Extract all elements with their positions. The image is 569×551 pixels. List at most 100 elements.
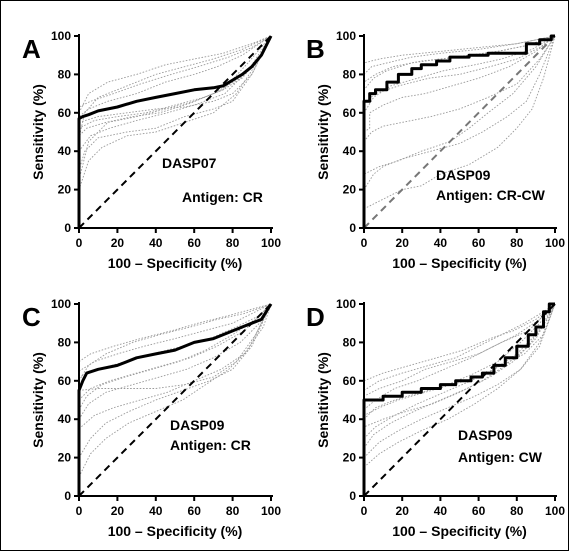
y-tick-label: 20 [343, 451, 357, 465]
y-tick-label: 40 [58, 412, 72, 426]
y-tick-label: 60 [58, 374, 72, 388]
x-axis-label: 100 – Specificity (%) [108, 255, 243, 271]
x-tick-label: 0 [361, 236, 368, 250]
x-tick-label: 0 [76, 504, 83, 518]
x-tick-label: 100 [545, 504, 565, 518]
y-tick-label: 80 [58, 67, 72, 81]
x-tick-label: 100 [261, 504, 281, 518]
x-tick-label: 0 [361, 504, 368, 518]
y-axis-label: Sensitivity (%) [315, 84, 331, 180]
roc-panel-b: 0 20 40 60 80 100 0 20 40 60 80 100 100 – Specificit… [306, 29, 565, 271]
y-tick-label: 60 [343, 374, 357, 388]
antigen-label: Antigen: CW [458, 449, 543, 465]
roc-curve-replicate [363, 35, 556, 228]
roc-curve-replicate [78, 303, 272, 496]
x-tick-label: 80 [226, 504, 240, 518]
roc-curve-replicate [78, 35, 272, 228]
roc-curve-replicate [363, 35, 556, 228]
y-tick-label: 100 [336, 297, 356, 311]
antigen-label: Antigen: CR [182, 189, 263, 205]
panel-letter: A [22, 34, 41, 64]
roc-curve-main [362, 34, 555, 228]
roc-curve-replicate [78, 303, 272, 496]
x-tick-label: 40 [434, 504, 448, 518]
y-tick-label: 0 [349, 489, 356, 503]
x-tick-label: 60 [472, 504, 486, 518]
x-tick-label: 60 [188, 504, 202, 518]
roc-curve-replicate [363, 303, 556, 496]
panel-letter: B [306, 34, 325, 64]
y-tick-label: 80 [343, 67, 357, 81]
roc-curve-replicate [78, 303, 272, 496]
roc-panel-c: 0 20 40 60 80 100 0 20 40 60 80 100 100 – Specificit… [22, 297, 281, 539]
x-tick-label: 20 [396, 236, 410, 250]
reference-diagonal [363, 303, 556, 497]
roc-curve-replicate [363, 303, 556, 496]
x-tick-label: 40 [434, 236, 448, 250]
roc-panel-a: 0 20 40 60 80 100 0 20 40 60 80 100 100 – Specificit… [22, 29, 281, 271]
y-tick-label: 0 [64, 489, 71, 503]
x-tick-label: 80 [226, 236, 240, 250]
antigen-label: Antigen: CR [170, 437, 251, 453]
y-tick-label: 20 [343, 183, 357, 197]
roc-curve-replicate [78, 35, 272, 228]
roc-curve-replicate [363, 303, 556, 496]
roc-curve-replicate [363, 35, 556, 228]
x-tick-label: 0 [76, 236, 83, 250]
x-tick-label: 20 [396, 504, 410, 518]
dataset-label: DASP09 [436, 167, 491, 183]
y-tick-label: 0 [349, 221, 356, 235]
x-tick-label: 20 [111, 504, 125, 518]
y-tick-label: 60 [343, 106, 357, 120]
x-tick-label: 20 [111, 236, 125, 250]
x-tick-label: 80 [510, 504, 524, 518]
reference-diagonal [78, 303, 272, 497]
y-axis-label: Sensitivity (%) [315, 352, 331, 448]
roc-curve-main [362, 302, 555, 496]
y-tick-label: 100 [51, 29, 71, 43]
x-axis-label: 100 – Specificity (%) [108, 523, 243, 539]
y-tick-label: 0 [64, 221, 71, 235]
roc-curve-replicate [78, 35, 272, 228]
y-tick-label: 40 [343, 144, 357, 158]
antigen-label: Antigen: CR-CW [436, 187, 546, 203]
x-axis-label: 100 – Specificity (%) [392, 255, 527, 271]
dataset-label: DASP09 [458, 427, 513, 443]
y-tick-label: 60 [58, 106, 72, 120]
roc-curve-replicate [78, 35, 272, 228]
roc-curve-replicate [78, 35, 272, 228]
roc-curve-replicate [363, 35, 556, 228]
y-tick-label: 100 [51, 297, 71, 311]
y-tick-label: 80 [58, 335, 72, 349]
dataset-label: DASP09 [170, 417, 225, 433]
roc-curve-replicate [78, 35, 272, 228]
roc-curve-replicate [78, 303, 272, 496]
reference-diagonal [78, 35, 272, 229]
panel-letter: D [306, 302, 325, 332]
x-tick-label: 40 [149, 236, 163, 250]
y-tick-label: 80 [343, 335, 357, 349]
roc-curve-replicate [363, 35, 556, 228]
roc-curve-main [77, 35, 273, 228]
roc-curve-replicate [363, 303, 556, 496]
x-tick-label: 60 [188, 236, 202, 250]
roc-curve-replicate [78, 303, 272, 496]
panel-letter: C [22, 302, 41, 332]
roc-curve-replicate [363, 303, 556, 496]
y-tick-label: 40 [58, 144, 72, 158]
reference-diagonal [363, 35, 556, 229]
roc-curve-replicate [363, 303, 556, 496]
roc-panel-d: 0 20 40 60 80 100 0 20 40 60 80 100 100 – Specificit… [306, 297, 565, 539]
roc-curve-replicate [363, 303, 556, 496]
roc-curve-replicate [78, 303, 272, 496]
dataset-label: DASP07 [162, 155, 217, 171]
x-tick-label: 80 [510, 236, 524, 250]
y-axis-label: Sensitivity (%) [30, 352, 46, 448]
y-tick-label: 20 [58, 183, 72, 197]
x-axis-label: 100 – Specificity (%) [392, 523, 527, 539]
x-tick-label: 60 [472, 236, 486, 250]
roc-curve-replicate [363, 303, 556, 496]
y-axis-label: Sensitivity (%) [30, 84, 46, 180]
